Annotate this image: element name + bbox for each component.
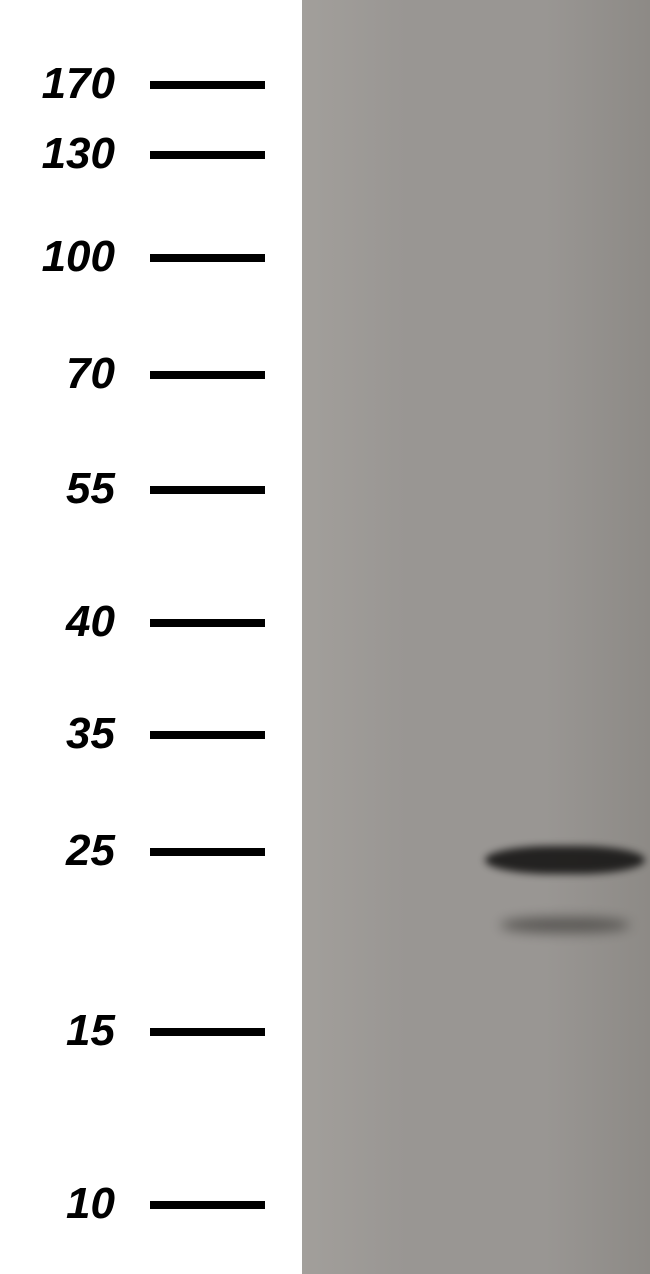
- ladder-tick-35: [150, 731, 265, 739]
- ladder-label-15: 15: [5, 1006, 115, 1056]
- ladder-tick-15: [150, 1028, 265, 1036]
- ladder-label-170: 170: [5, 59, 115, 109]
- ladder-label-55: 55: [5, 464, 115, 514]
- membrane: [302, 0, 650, 1274]
- ladder-tick-55: [150, 486, 265, 494]
- ladder-label-35: 35: [5, 709, 115, 759]
- ladder-tick-170: [150, 81, 265, 89]
- ladder-label-100: 100: [5, 232, 115, 282]
- blot-figure: 170 130 100 70 55 40 35 25 15 10: [0, 0, 650, 1274]
- ladder-tick-25: [150, 848, 265, 856]
- ladder-tick-40: [150, 619, 265, 627]
- ladder-label-10: 10: [5, 1179, 115, 1229]
- ladder-label-130: 130: [5, 129, 115, 179]
- band-1: [500, 917, 630, 933]
- ladder-tick-130: [150, 151, 265, 159]
- ladder-label-25: 25: [5, 826, 115, 876]
- band-0: [485, 846, 645, 874]
- ladder-tick-100: [150, 254, 265, 262]
- ladder-tick-10: [150, 1201, 265, 1209]
- ladder-label-40: 40: [5, 597, 115, 647]
- ladder-label-70: 70: [5, 349, 115, 399]
- ladder-tick-70: [150, 371, 265, 379]
